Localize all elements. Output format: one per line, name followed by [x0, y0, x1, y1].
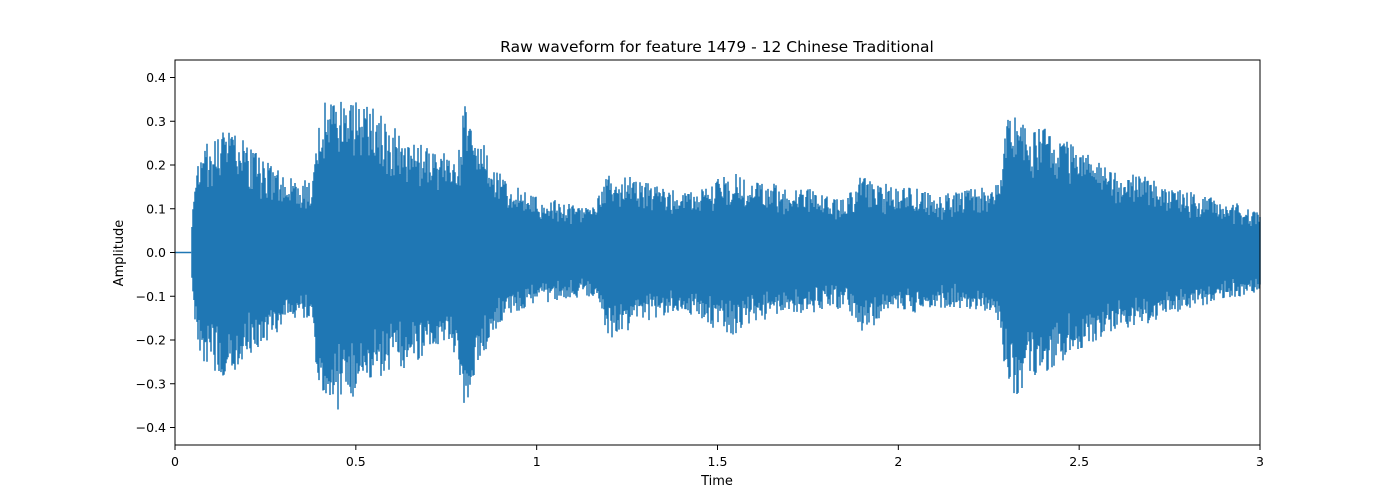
y-tick-label: −0.1: [136, 289, 166, 304]
x-axis-label: Time: [700, 474, 733, 489]
y-tick-label: 0.0: [146, 245, 166, 260]
y-tick-label: −0.2: [136, 333, 166, 348]
x-tick-label: 1.5: [708, 454, 728, 469]
y-tick-label: 0.3: [146, 114, 166, 129]
y-tick-label: −0.3: [136, 376, 166, 391]
x-tick-label: 3: [1256, 454, 1264, 469]
waveform-series: [175, 101, 1261, 410]
y-tick-label: 0.1: [146, 201, 166, 216]
y-axis-label: Amplitude: [112, 220, 127, 287]
x-tick-label: 2: [894, 454, 902, 469]
plot-area: [175, 101, 1261, 410]
x-tick-label: 0.5: [346, 454, 366, 469]
waveform-trace: [191, 101, 1261, 410]
y-tick-label: 0.4: [146, 70, 166, 85]
x-tick-label: 0: [171, 454, 179, 469]
axes: 0 0.5 1 1.5 2 2.5 3 −0.4 −0.3 −0.2 −0.1 0.0 0.1 0.2 0.…: [136, 59, 1264, 469]
chart-title: Raw waveform for feature 1479 - 12 Chine…: [500, 38, 934, 56]
x-axis: 0 0.5 1 1.5 2 2.5 3: [171, 445, 1264, 469]
x-tick-label: 1: [533, 454, 541, 469]
y-tick-label: −0.4: [136, 420, 166, 435]
y-tick-label: 0.2: [146, 158, 166, 173]
x-tick-label: 2.5: [1069, 454, 1089, 469]
y-axis: −0.4 −0.3 −0.2 −0.1 0.0 0.1 0.2 0.3 0.4: [136, 70, 175, 435]
